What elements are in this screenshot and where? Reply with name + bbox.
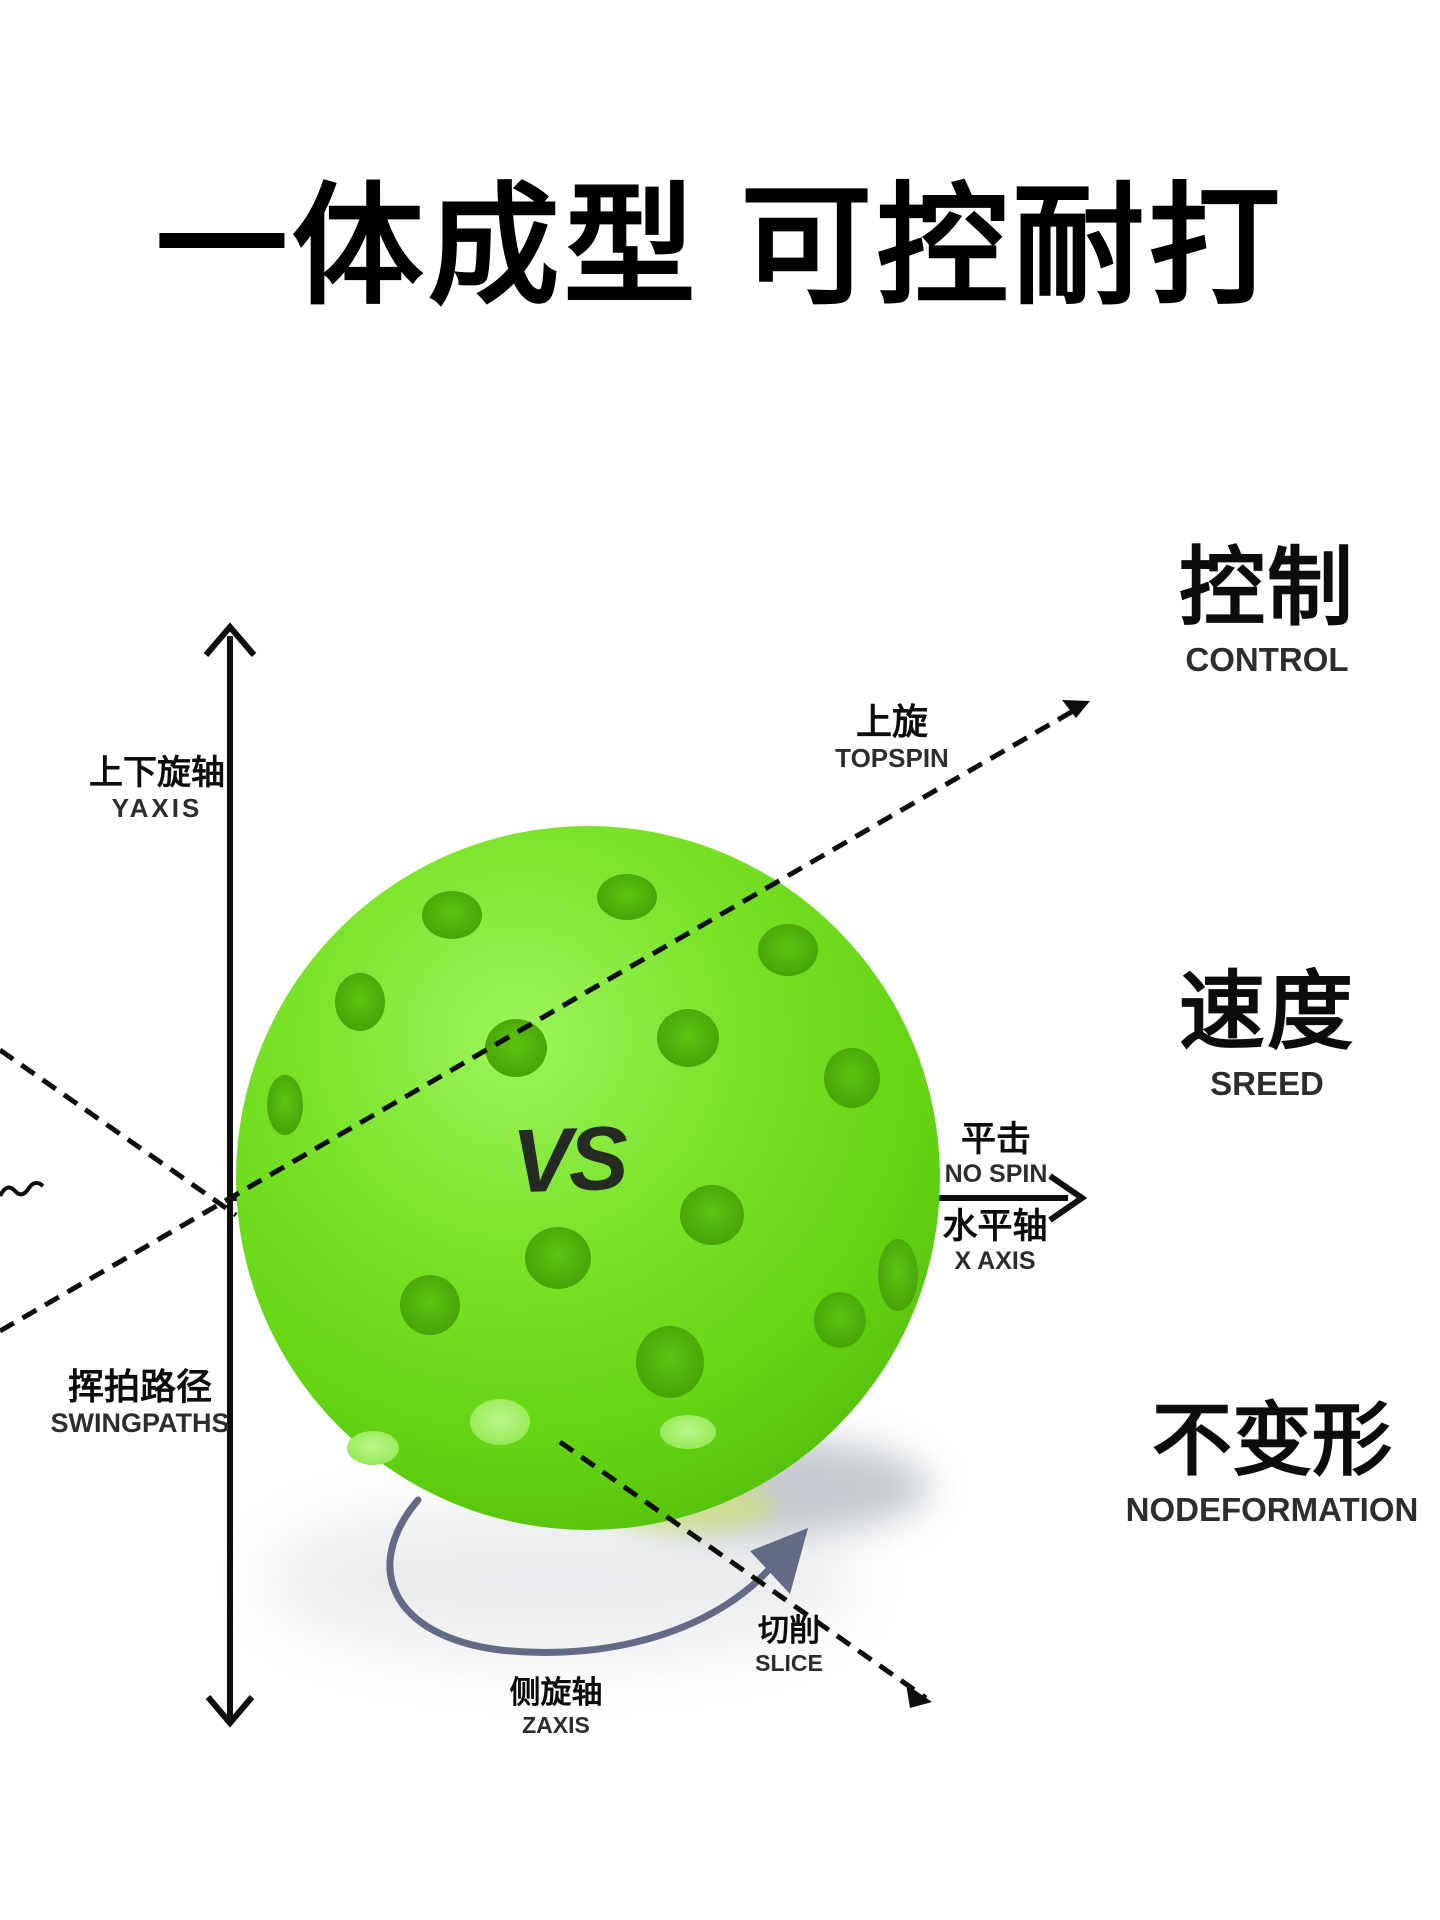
slice-arrow-tip	[906, 1684, 932, 1708]
label-no-deformation-en: NODEFORMATION	[1125, 1490, 1419, 1528]
label-speed-zh: 速度	[1179, 964, 1355, 1060]
ball-hole	[525, 1227, 591, 1289]
up-arrow-icon	[203, 622, 257, 657]
label-no-spin-zh: 平击	[960, 1120, 1031, 1159]
label-x-axis-en: X AXIS	[954, 1247, 1036, 1276]
label-y-axis-en: YAXIS	[111, 793, 203, 824]
ball-hole	[660, 1415, 716, 1449]
vs-logo: VS	[511, 1108, 630, 1212]
ball-hole	[470, 1399, 530, 1445]
ball-hole	[267, 1075, 303, 1135]
ball-hole	[400, 1275, 460, 1335]
label-z-axis-en: ZAXIS	[522, 1711, 590, 1738]
label-speed: 速度 SREED	[1117, 964, 1417, 1103]
ball-hole	[657, 1009, 719, 1067]
ball-hole	[824, 1048, 880, 1108]
slice-dashed-line	[0, 1047, 932, 1708]
page-title: 一体成型 可控耐打	[155, 173, 1285, 320]
ball-hole	[335, 973, 385, 1031]
ball-hole	[597, 874, 657, 920]
label-no-spin-en: NO SPIN	[944, 1160, 1048, 1189]
ball-hole	[347, 1431, 399, 1465]
label-y-axis: 上下旋轴 YAXIS	[57, 754, 257, 823]
topspin-arrow-tip	[1062, 700, 1090, 718]
label-slice-en: SLICE	[755, 1649, 823, 1676]
ball-hole	[422, 891, 482, 939]
rotation-arrowhead-icon	[750, 1528, 808, 1594]
label-y-axis-zh: 上下旋轴	[89, 754, 225, 792]
label-topspin: 上旋 TOPSPIN	[792, 701, 992, 774]
axis-wave-segment	[0, 1181, 45, 1197]
label-speed-en: SREED	[1210, 1065, 1324, 1103]
label-swing-paths-en: SWINGPATHS	[50, 1408, 230, 1439]
label-swing-paths-zh: 挥拍路径	[67, 1366, 212, 1407]
label-swing-paths: 挥拍路径 SWINGPATHS	[40, 1366, 240, 1439]
label-slice: 切削 SLICE	[689, 1613, 889, 1676]
label-z-axis: 侧旋轴 ZAXIS	[456, 1675, 656, 1738]
right-arrow-icon	[1048, 1173, 1088, 1223]
rotation-arc-arrow	[386, 1496, 808, 1656]
topspin-dashed-line	[0, 700, 1090, 1334]
label-control: 控制 CONTROL	[1117, 540, 1417, 679]
ball-holes	[267, 874, 918, 1465]
label-topspin-zh: 上旋	[855, 701, 928, 742]
ball-hole	[636, 1326, 704, 1398]
label-x-axis-zh: 水平轴	[942, 1207, 1048, 1246]
label-z-axis-zh: 侧旋轴	[509, 1675, 603, 1710]
label-no-deformation-zh: 不变形	[1152, 1396, 1392, 1485]
label-no-deformation: 不变形 NODEFORMATION	[1122, 1396, 1422, 1528]
ball-hole	[814, 1292, 866, 1348]
label-x-axis: 水平轴 X AXIS	[895, 1207, 1095, 1276]
down-arrow-icon	[205, 1695, 255, 1728]
label-control-en: CONTROL	[1185, 641, 1349, 679]
pickleball: VS	[236, 826, 940, 1530]
y-axis-line	[203, 622, 257, 1728]
label-slice-zh: 切削	[758, 1613, 820, 1648]
ball-hole	[758, 924, 818, 976]
label-no-spin: 平击 NO SPIN	[896, 1120, 1096, 1189]
label-control-zh: 控制	[1179, 540, 1355, 636]
label-topspin-en: TOPSPIN	[835, 743, 949, 774]
ball-hole	[485, 1019, 547, 1077]
ball-hole	[680, 1185, 744, 1245]
ball-hole	[878, 1239, 918, 1311]
